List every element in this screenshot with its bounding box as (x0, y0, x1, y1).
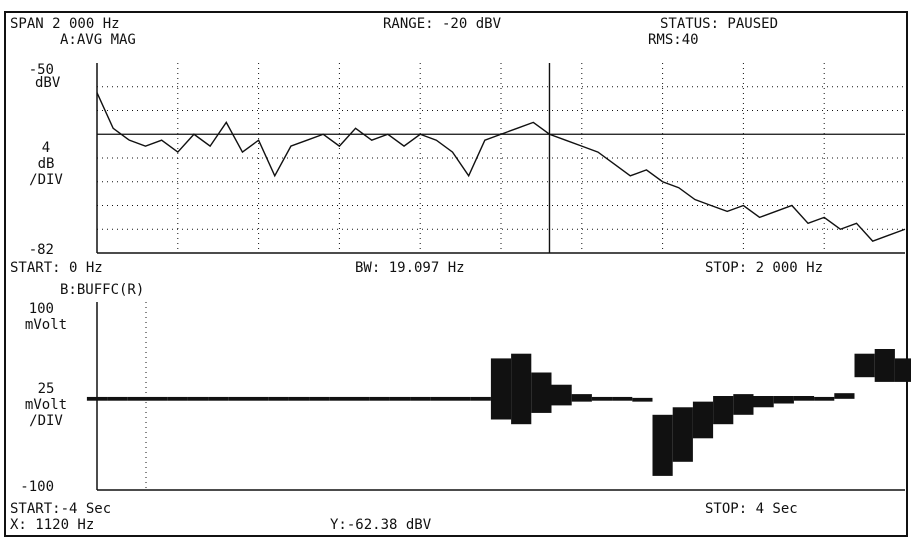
trace-envelope (632, 397, 653, 402)
y-tick-label: -100 (20, 479, 54, 495)
status: STATUS: PAUSED (660, 16, 778, 32)
footer: START: 0 Hz (10, 260, 103, 276)
trace-envelope (410, 396, 431, 401)
trace-envelope (86, 396, 108, 401)
trace-envelope (612, 396, 633, 401)
trace-envelope (268, 396, 289, 401)
trace-envelope (167, 396, 188, 401)
span: SPAN 2 000 Hz (10, 16, 120, 32)
y-tick-label: -50 (29, 62, 54, 78)
trace-envelope (874, 349, 895, 382)
trace-envelope (248, 396, 269, 401)
trace-envelope (692, 401, 714, 439)
footer: START:-4 Sec (10, 501, 111, 517)
scale: 4 (42, 140, 50, 156)
trace-envelope (551, 384, 572, 406)
scale: mVolt (25, 397, 67, 413)
trace-envelope (309, 396, 330, 401)
y-unit: mVolt (25, 317, 67, 333)
trace-envelope (773, 396, 794, 404)
trace-envelope (107, 396, 128, 401)
scale: 25 (38, 381, 55, 397)
trace-envelope (531, 372, 552, 413)
rms: RMS:40 (648, 32, 699, 48)
trace-envelope (733, 394, 754, 415)
trace-envelope (713, 396, 734, 425)
scale: /DIV (29, 172, 63, 188)
trace-envelope (834, 393, 855, 399)
trace-envelope (591, 396, 613, 401)
trace-envelope (329, 396, 350, 401)
trace-a-title: A:AVG MAG (60, 32, 136, 48)
y-tick-label: 100 (29, 301, 54, 317)
trace-envelope (470, 396, 491, 401)
trace-envelope (814, 396, 835, 401)
scale: /DIV (29, 413, 63, 429)
trace-envelope (228, 396, 249, 401)
x-readout: X: 1120 Hz (10, 517, 94, 533)
trace-envelope (571, 394, 592, 402)
trace-envelope (652, 414, 673, 476)
trace-envelope (147, 396, 168, 401)
trace (96, 92, 906, 242)
trace-envelope (894, 358, 911, 382)
trace-envelope (450, 396, 471, 401)
y-readout: Y:-62.38 dBV (330, 517, 432, 533)
y-unit: dBV (35, 75, 61, 91)
footer: STOP: 4 Sec (705, 501, 798, 517)
trace-envelope (187, 396, 209, 401)
scale: dB (38, 156, 55, 172)
trace-envelope (349, 396, 370, 401)
trace-envelope (793, 396, 815, 401)
trace-envelope (369, 396, 390, 401)
trace-envelope (511, 353, 532, 425)
trace-envelope (490, 358, 512, 420)
screen-border (4, 11, 908, 537)
trace-b-title: B:BUFFC(R) (60, 282, 144, 298)
trace-envelope (288, 396, 310, 401)
trace-envelope (127, 396, 148, 401)
trace-envelope (854, 353, 875, 378)
trace-envelope (389, 396, 411, 401)
range: RANGE: -20 dBV (383, 16, 502, 32)
trace-envelope (430, 396, 451, 401)
footer: STOP: 2 000 Hz (705, 260, 823, 276)
trace-envelope (672, 407, 693, 462)
footer: BW: 19.097 Hz (355, 260, 465, 276)
y-tick-label: -82 (29, 242, 54, 258)
trace-envelope (208, 396, 229, 401)
trace-envelope (753, 396, 774, 408)
